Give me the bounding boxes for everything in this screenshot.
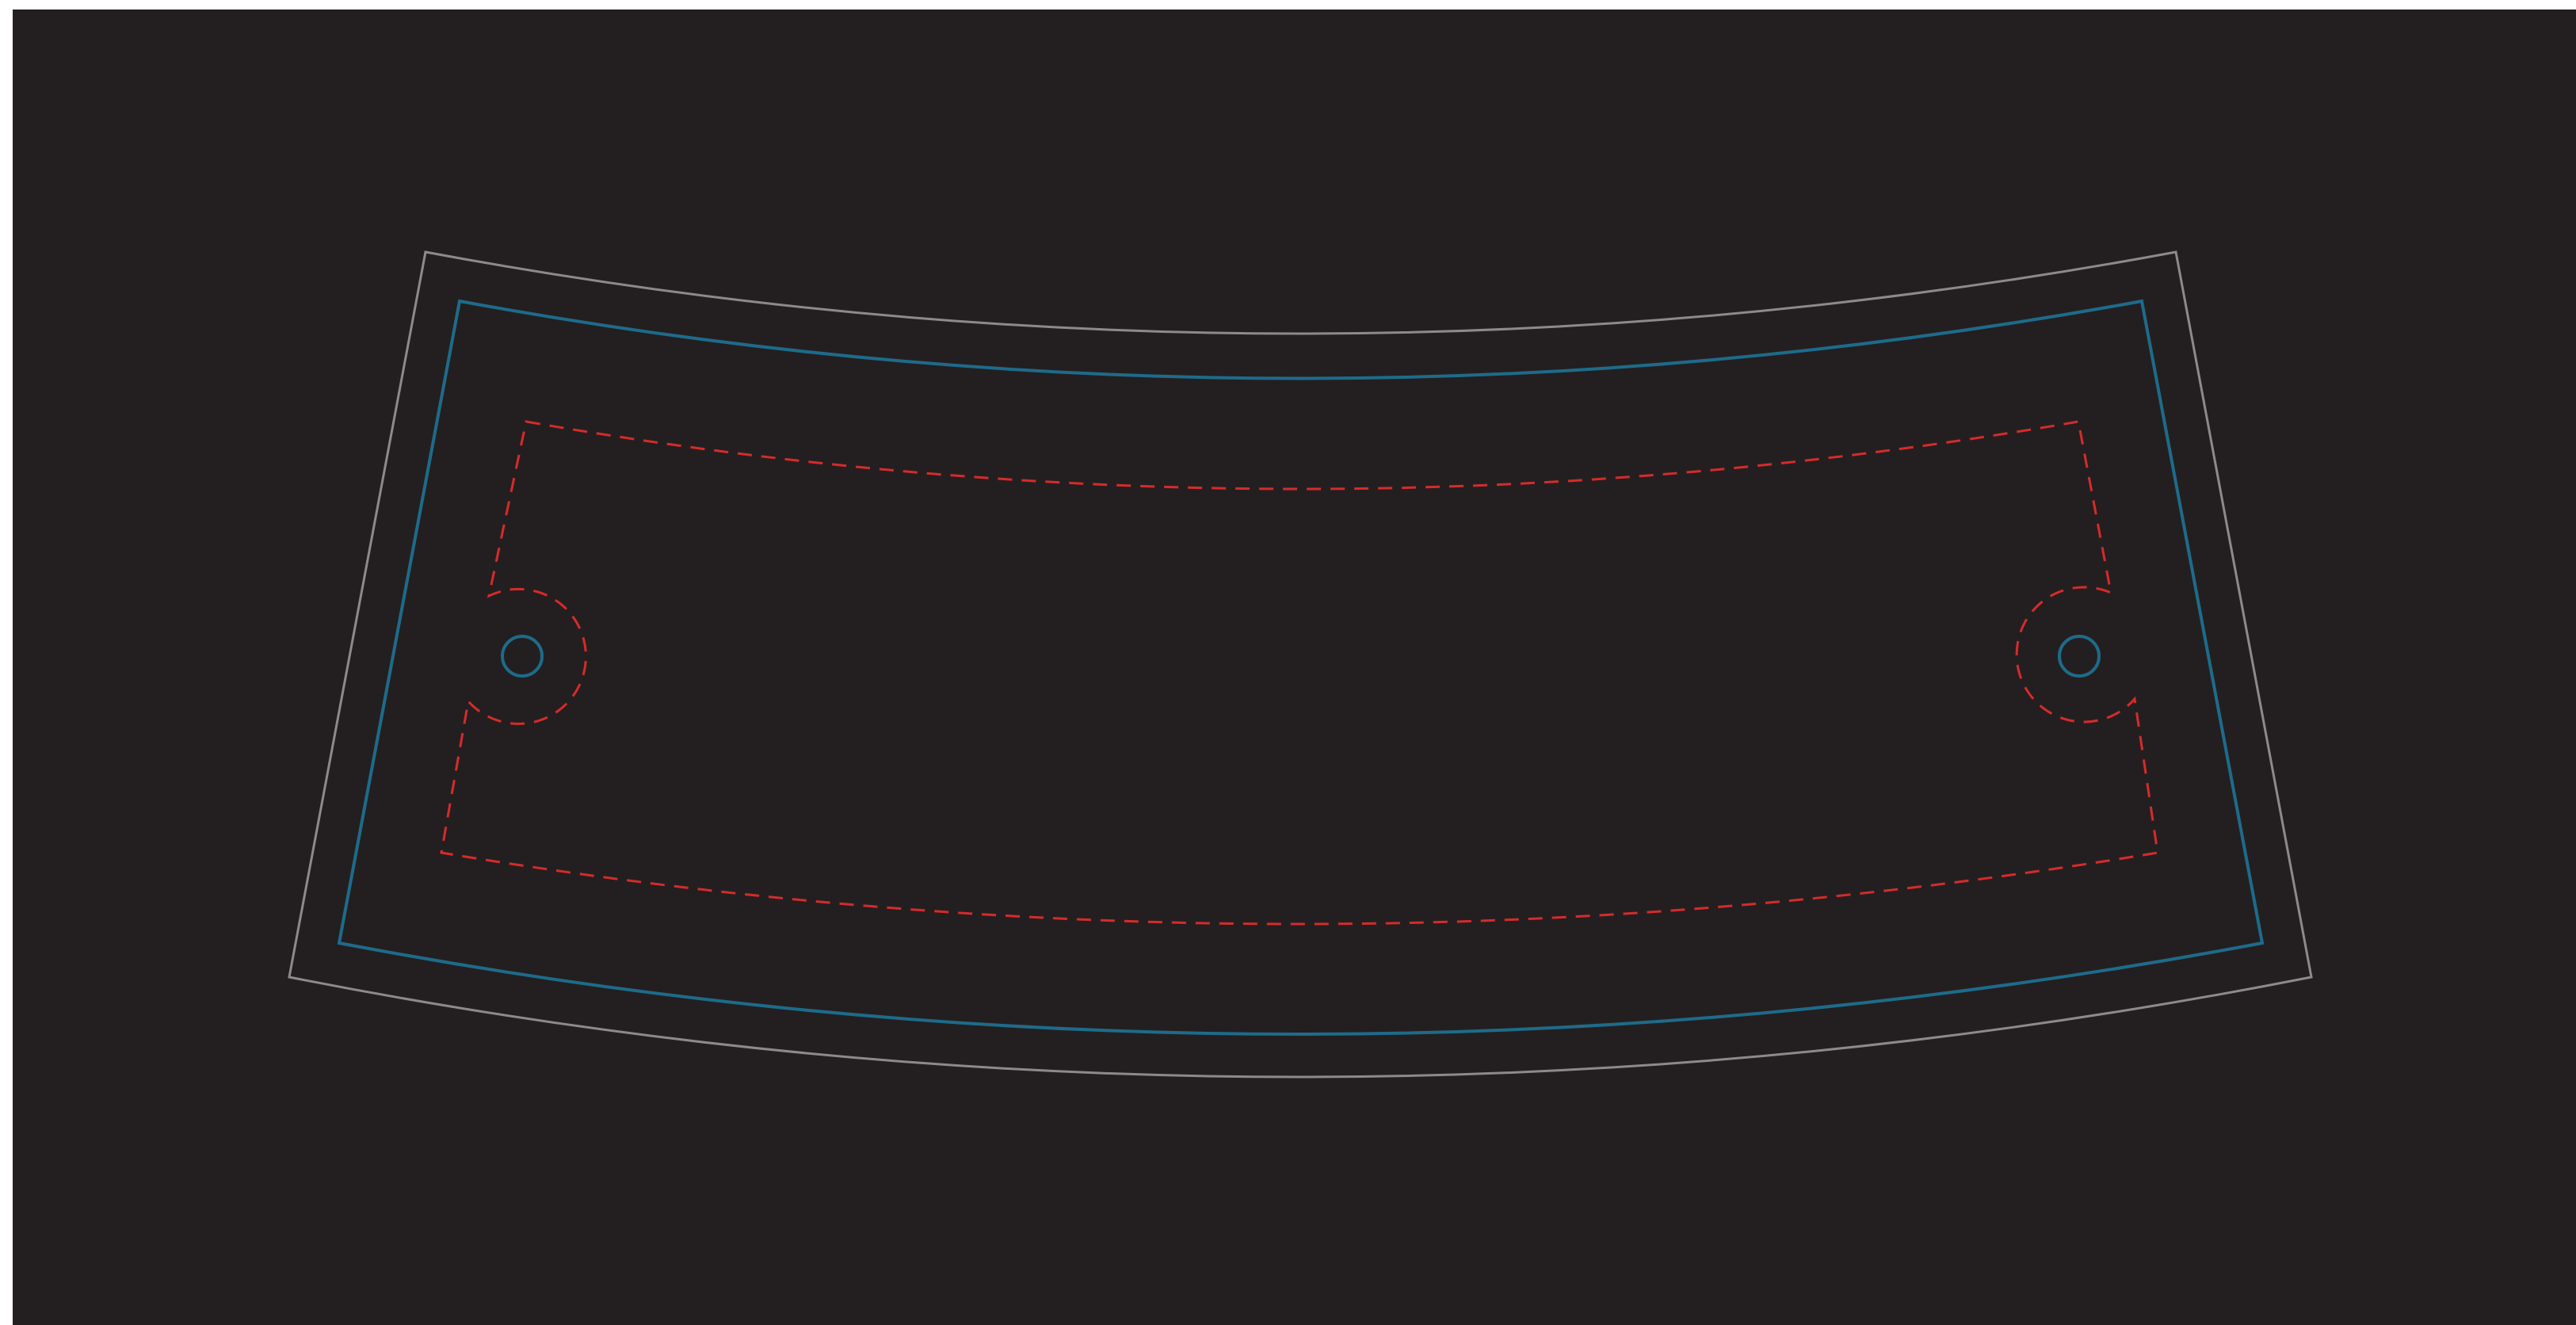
trim-outline bbox=[337, 299, 2265, 1036]
canvas-background bbox=[13, 10, 2576, 1325]
safe-zone-outline bbox=[440, 420, 2159, 926]
left-mounting-hole bbox=[501, 635, 544, 678]
right-mounting-hole bbox=[2058, 635, 2101, 678]
bleed-outline bbox=[288, 250, 2313, 1079]
